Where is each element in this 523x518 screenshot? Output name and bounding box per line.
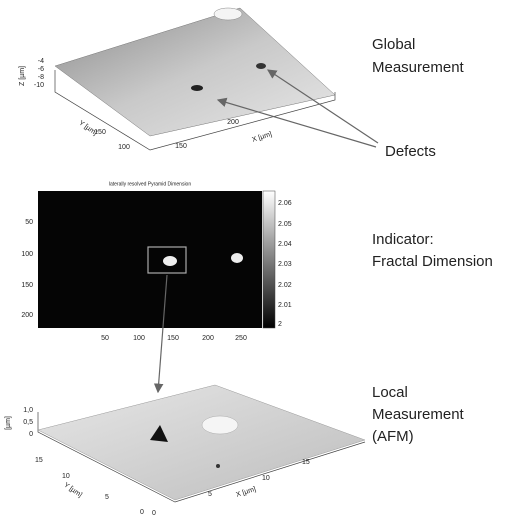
x-tick: 250 bbox=[235, 335, 247, 342]
colorbar-tick: 2.01 bbox=[278, 302, 292, 309]
peak bbox=[214, 8, 242, 20]
arrow bbox=[268, 70, 378, 143]
arrow bbox=[218, 100, 376, 147]
surface bbox=[55, 8, 335, 136]
local-surface bbox=[38, 385, 365, 502]
y-tick: 200 bbox=[21, 312, 33, 319]
figure: Z [µm] -4 -6 -8 -10 Y [µm] 100 150 150 2… bbox=[0, 0, 523, 518]
z-tick: -4 bbox=[38, 58, 44, 65]
y-tick: 15 bbox=[35, 457, 43, 464]
defects-label: Defects bbox=[385, 143, 436, 160]
hotspot bbox=[163, 256, 177, 266]
x-tick: 15 bbox=[302, 459, 310, 466]
colorbar-tick: 2.02 bbox=[278, 282, 292, 289]
x-tick: 10 bbox=[262, 475, 270, 482]
y-label: Y [µm] bbox=[63, 482, 84, 499]
label: Indicator: bbox=[372, 231, 434, 248]
x-tick: 50 bbox=[101, 335, 109, 342]
label: Measurement bbox=[372, 406, 465, 423]
z-tick: 0,5 bbox=[23, 419, 33, 426]
defect bbox=[191, 85, 203, 91]
x-tick: 200 bbox=[202, 335, 214, 342]
colorbar-tick: 2.03 bbox=[278, 261, 292, 268]
hotspot bbox=[231, 253, 243, 263]
x-tick: 0 bbox=[152, 510, 156, 517]
map-title: laterally resolved Pyramid Dimension bbox=[109, 181, 191, 187]
colorbar-tick: 2 bbox=[278, 321, 282, 328]
y-tick: 0 bbox=[140, 509, 144, 516]
y-tick: 150 bbox=[21, 282, 33, 289]
defect bbox=[216, 464, 220, 468]
label: Local bbox=[372, 384, 408, 401]
colorbar-tick: 2.06 bbox=[278, 200, 292, 207]
colorbar-tick: 2.05 bbox=[278, 221, 292, 228]
z-tick: 1,0 bbox=[23, 407, 33, 414]
x-tick: 5 bbox=[208, 491, 212, 498]
defect bbox=[256, 63, 266, 69]
y-tick: 10 bbox=[62, 473, 70, 480]
y-tick: 100 bbox=[118, 144, 130, 151]
label: Measurement bbox=[372, 59, 465, 76]
x-label: X [µm] bbox=[251, 131, 273, 144]
z-tick: -8 bbox=[38, 74, 44, 81]
y-tick: 150 bbox=[94, 129, 106, 136]
surface bbox=[38, 385, 365, 500]
colorbar-tick: 2.04 bbox=[278, 241, 292, 248]
y-tick: 50 bbox=[25, 219, 33, 226]
x-label: X [µm] bbox=[235, 486, 257, 499]
z-tick: -6 bbox=[38, 66, 44, 73]
colorbar bbox=[263, 191, 275, 328]
x-tick: 200 bbox=[227, 119, 239, 126]
label: Fractal Dimension bbox=[372, 253, 493, 270]
label: Global bbox=[372, 36, 415, 53]
y-tick: 100 bbox=[21, 251, 33, 258]
z-tick: -10 bbox=[34, 82, 44, 89]
x-tick: 100 bbox=[133, 335, 145, 342]
map bbox=[38, 191, 262, 328]
z-label: Z [µm] bbox=[19, 66, 26, 86]
bump bbox=[202, 416, 238, 434]
z-label: [µm] bbox=[5, 416, 12, 430]
label: (AFM) bbox=[372, 428, 414, 445]
x-tick: 150 bbox=[175, 143, 187, 150]
y-tick: 5 bbox=[105, 494, 109, 501]
x-tick: 150 bbox=[167, 335, 179, 342]
z-tick: 0 bbox=[29, 431, 33, 438]
